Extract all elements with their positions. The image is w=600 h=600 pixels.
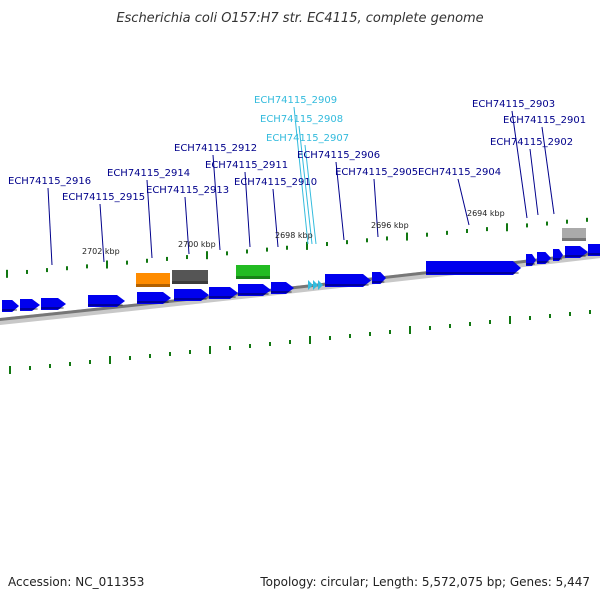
leader-line [298,125,313,245]
leader-line [304,144,317,245]
leader-line [99,203,105,263]
gene-label[interactable]: ECH74115_2904 [418,167,501,178]
pseudogene-feature [562,228,586,241]
cds-feature [553,249,563,261]
gene-label[interactable]: ECH74115_2906 [297,150,380,161]
scale-label: 2694 kbp [467,209,505,218]
leader-line [47,187,53,266]
gene-label[interactable]: ECH74115_2912 [174,143,257,154]
cds-feature [325,274,371,287]
leader-line [335,161,345,241]
gene-labels: ECH74115_2916 ECH74115_2915 ECH74115_2914 E… [8,95,586,203]
leader-line [184,196,190,255]
highlight-feature [313,280,318,290]
cds-feature [41,298,66,310]
cds-feature [426,261,521,275]
leader-line [293,106,309,245]
gene-label[interactable]: ECH74115_2908 [260,114,343,125]
scale-label: 2698 kbp [275,231,313,240]
gene-label[interactable]: ECH74115_2901 [503,115,586,126]
cds-feature [372,272,386,284]
gene-label[interactable]: ECH74115_2905 [335,167,418,178]
cds-feature [537,252,551,264]
cds-feature [565,246,588,258]
scale-label: 2700 kbp [178,240,216,249]
cds-feature [174,289,209,301]
leader-line [272,188,279,248]
feature-track [2,228,600,312]
gene-label[interactable]: ECH74115_2907 [266,133,349,144]
cds-feature [209,287,238,299]
label-leader-lines [47,106,555,266]
misc-rna-feature [236,265,270,279]
tick-marks [6,217,591,374]
accession-text: Accession: NC_011353 [8,575,144,589]
leader-line [212,154,221,251]
gene-label[interactable]: ECH74115_2915 [62,192,145,203]
leader-line [511,110,528,219]
cds-feature [88,295,125,307]
highlight-feature [318,280,323,290]
scale-label: 2696 kbp [371,221,409,230]
cds-feature [238,284,271,296]
leader-line [373,178,379,238]
leader-line [529,148,539,216]
page-title: Escherichia coli O157:H7 str. EC4115, co… [116,11,483,26]
cds-feature [271,282,294,294]
genome-summary-text: Topology: circular; Length: 5,572,075 bp… [259,575,590,589]
leader-line [541,126,555,215]
trna-feature [136,273,170,287]
rrna-feature [172,270,208,284]
gene-label[interactable]: ECH74115_2910 [234,177,317,188]
highlight-feature [308,280,313,290]
genome-backbone [0,251,600,325]
gene-label[interactable]: ECH74115_2913 [146,185,229,196]
gene-label[interactable]: ECH74115_2911 [205,160,288,171]
leader-line [457,178,470,226]
gene-label[interactable]: ECH74115_2903 [472,99,555,110]
leader-line [146,179,153,259]
scale-label: 2702 kbp [82,247,120,256]
gene-label[interactable]: ECH74115_2914 [107,168,190,179]
cds-feature [20,299,40,311]
scale-labels: 2702 kbp 2700 kbp 2698 kbp 2696 kbp 2694 kbp [82,209,505,256]
cds-feature [2,300,19,312]
gene-label[interactable]: ECH74115_2909 [254,95,337,106]
leader-line [244,171,251,248]
cds-feature [588,244,600,256]
gene-label[interactable]: ECH74115_2916 [8,176,91,187]
gene-label[interactable]: ECH74115_2902 [490,137,573,148]
cds-feature [526,254,536,266]
cds-feature [137,292,171,304]
